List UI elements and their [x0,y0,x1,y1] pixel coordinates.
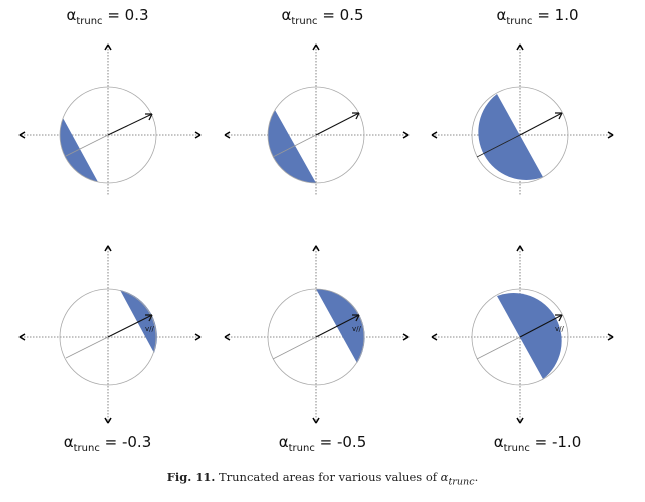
figure-number: Fig. 11. [166,470,216,484]
vector-label: v// [555,325,565,333]
panel-alpha-neg-1.0: v// αtrunc = -1.0 [430,230,645,460]
truncation-diagram [224,43,410,195]
vector-label: v// [352,325,362,333]
truncation-diagram: v// [224,245,410,425]
truncation-diagram [18,43,202,195]
panel-alpha-neg-0.5: v// αtrunc = -0.5 [215,230,430,460]
panel-label: αtrunc = 0.5 [281,6,364,27]
panel-label: αtrunc = -1.0 [493,433,582,454]
panel-label: αtrunc = -0.3 [63,433,152,454]
vector-label: v// [145,325,155,333]
panel-alpha-neg-0.3: v// αtrunc = -0.3 [0,230,215,460]
truncation-diagram: v// [18,245,202,425]
panel-label: αtrunc = -0.5 [278,433,367,454]
truncation-diagram: v// [431,245,615,425]
figure-caption: Fig. 11. Truncated areas for various val… [166,470,479,488]
panel-alpha-0.5: αtrunc = 0.5 [215,0,430,230]
panel-alpha-1.0: αtrunc = 1.0 [430,0,645,230]
panel-alpha-0.3: αtrunc = 0.3 [0,0,215,230]
panel-label: αtrunc = 1.0 [496,6,579,27]
panel-label: αtrunc = 0.3 [66,6,149,27]
truncation-diagram [431,43,615,195]
